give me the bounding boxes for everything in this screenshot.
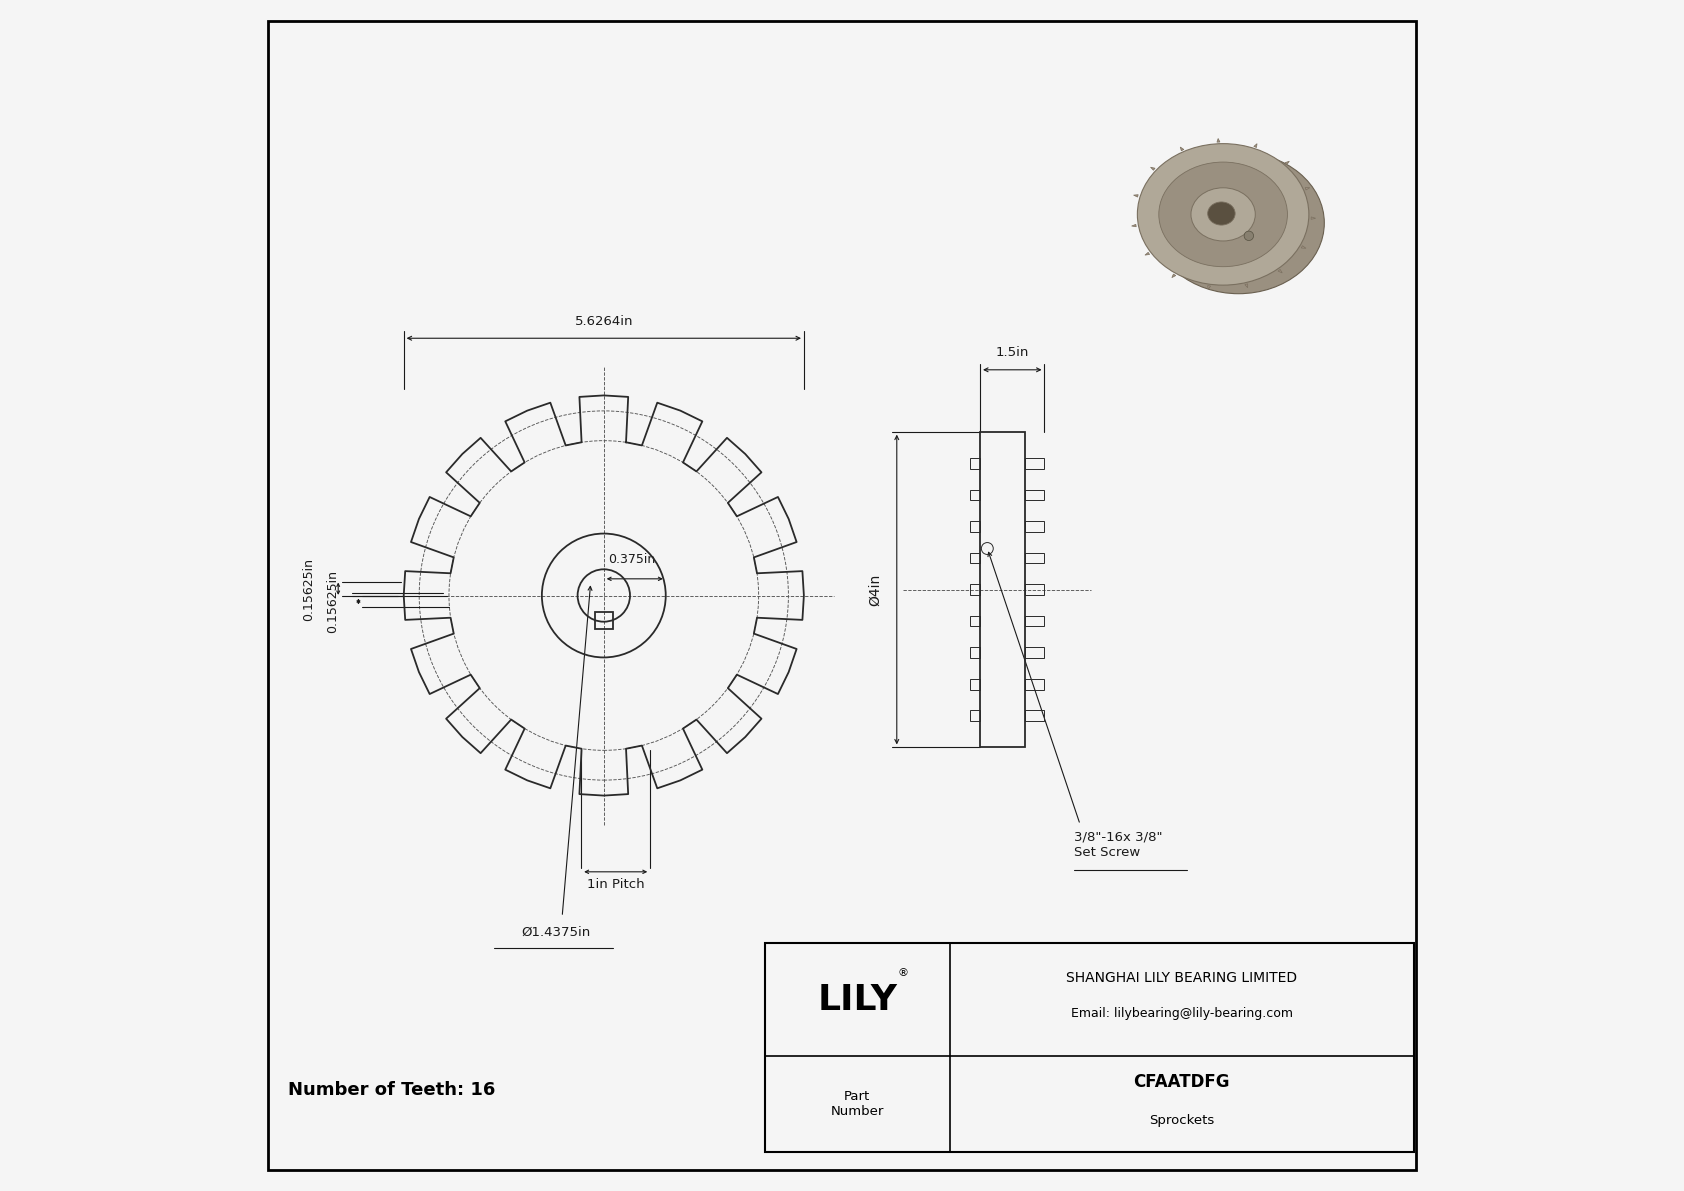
- Bar: [1026, 648, 1044, 657]
- Bar: [970, 679, 980, 690]
- Bar: [1026, 616, 1044, 626]
- Bar: [970, 520, 980, 531]
- Circle shape: [1244, 231, 1253, 241]
- Text: LILY: LILY: [817, 983, 898, 1017]
- Text: Number of Teeth: 16: Number of Teeth: 16: [288, 1080, 495, 1099]
- Polygon shape: [1255, 144, 1256, 148]
- Polygon shape: [1285, 161, 1290, 164]
- Text: 0.15625in: 0.15625in: [301, 559, 315, 622]
- Polygon shape: [1197, 231, 1265, 244]
- Polygon shape: [1207, 286, 1211, 289]
- Polygon shape: [1244, 283, 1248, 288]
- Text: 1in Pitch: 1in Pitch: [588, 878, 645, 891]
- Text: SHANGHAI LILY BEARING LIMITED: SHANGHAI LILY BEARING LIMITED: [1066, 971, 1297, 985]
- Bar: [970, 648, 980, 657]
- Text: Sprockets: Sprockets: [1148, 1114, 1214, 1127]
- Ellipse shape: [1137, 144, 1308, 285]
- Text: 1.5in: 1.5in: [995, 347, 1029, 360]
- Bar: [970, 553, 980, 563]
- Text: 0.375in: 0.375in: [608, 553, 655, 566]
- Text: 0.15625in: 0.15625in: [325, 570, 338, 632]
- Polygon shape: [1278, 269, 1282, 273]
- Ellipse shape: [1154, 152, 1324, 294]
- Polygon shape: [1132, 224, 1137, 226]
- Bar: [980, 432, 1026, 748]
- Text: Email: lilybearing@lily-bearing.com: Email: lilybearing@lily-bearing.com: [1071, 1008, 1293, 1021]
- Polygon shape: [1150, 167, 1155, 170]
- Text: ®: ®: [898, 968, 909, 978]
- Polygon shape: [1145, 252, 1150, 255]
- Ellipse shape: [1207, 202, 1234, 225]
- Bar: [970, 616, 980, 626]
- Bar: [970, 490, 980, 500]
- Ellipse shape: [1159, 162, 1288, 267]
- Polygon shape: [1180, 146, 1184, 151]
- Bar: [594, 612, 613, 629]
- Polygon shape: [1172, 274, 1175, 278]
- Bar: [1026, 710, 1044, 721]
- Text: Ø4in: Ø4in: [869, 573, 882, 606]
- Polygon shape: [1312, 217, 1315, 219]
- Bar: [765, 943, 1413, 1152]
- Bar: [1026, 584, 1044, 596]
- Bar: [1026, 490, 1044, 500]
- Text: 5.6264in: 5.6264in: [574, 314, 633, 328]
- Bar: [970, 710, 980, 721]
- Bar: [1026, 457, 1044, 469]
- Bar: [1026, 520, 1044, 531]
- Text: Ø1.4375in: Ø1.4375in: [522, 927, 591, 939]
- Polygon shape: [1133, 194, 1138, 197]
- Text: 3/8"-16x 3/8"
Set Screw: 3/8"-16x 3/8" Set Screw: [1074, 831, 1162, 859]
- Text: Part
Number: Part Number: [830, 1090, 884, 1118]
- Bar: [970, 584, 980, 596]
- Polygon shape: [1218, 138, 1219, 142]
- Ellipse shape: [1191, 188, 1255, 241]
- Polygon shape: [1305, 188, 1310, 189]
- Bar: [1026, 679, 1044, 690]
- Text: CFAATDFG: CFAATDFG: [1133, 1073, 1229, 1091]
- Bar: [970, 457, 980, 469]
- Bar: [1026, 553, 1044, 563]
- Polygon shape: [1302, 245, 1307, 248]
